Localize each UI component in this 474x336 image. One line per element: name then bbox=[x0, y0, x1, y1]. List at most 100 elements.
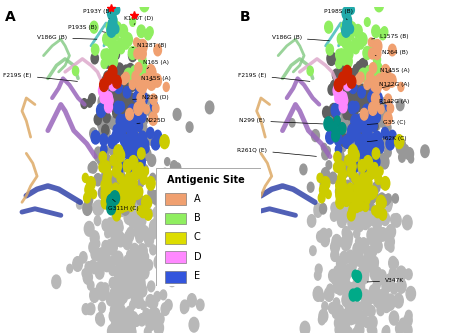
Circle shape bbox=[359, 188, 368, 201]
Circle shape bbox=[358, 87, 365, 98]
Circle shape bbox=[381, 137, 387, 146]
Circle shape bbox=[385, 136, 392, 145]
Circle shape bbox=[346, 231, 352, 241]
Circle shape bbox=[117, 195, 123, 205]
Circle shape bbox=[140, 122, 146, 132]
Circle shape bbox=[116, 295, 124, 308]
Circle shape bbox=[346, 77, 354, 88]
Circle shape bbox=[355, 178, 364, 191]
Circle shape bbox=[375, 41, 381, 49]
Circle shape bbox=[106, 184, 115, 198]
Circle shape bbox=[108, 325, 117, 336]
Circle shape bbox=[372, 148, 380, 159]
Circle shape bbox=[381, 214, 387, 223]
Circle shape bbox=[342, 226, 350, 239]
Circle shape bbox=[128, 199, 135, 208]
Circle shape bbox=[128, 46, 137, 59]
Circle shape bbox=[313, 287, 323, 301]
Circle shape bbox=[356, 207, 363, 217]
Circle shape bbox=[124, 232, 131, 243]
Circle shape bbox=[386, 224, 395, 239]
Circle shape bbox=[133, 263, 141, 275]
Circle shape bbox=[132, 201, 138, 210]
Circle shape bbox=[372, 206, 378, 215]
Circle shape bbox=[120, 190, 129, 204]
Circle shape bbox=[347, 165, 355, 177]
Circle shape bbox=[118, 107, 125, 117]
Circle shape bbox=[348, 102, 354, 111]
Circle shape bbox=[375, 71, 381, 80]
Circle shape bbox=[370, 86, 377, 96]
Circle shape bbox=[340, 67, 346, 76]
Circle shape bbox=[356, 61, 362, 71]
Circle shape bbox=[112, 192, 119, 202]
Circle shape bbox=[122, 319, 128, 328]
Circle shape bbox=[352, 101, 359, 112]
Circle shape bbox=[361, 140, 371, 154]
Circle shape bbox=[142, 195, 151, 209]
Circle shape bbox=[342, 7, 351, 20]
Circle shape bbox=[397, 279, 406, 293]
Circle shape bbox=[378, 228, 387, 241]
Circle shape bbox=[150, 94, 157, 105]
Circle shape bbox=[363, 104, 371, 117]
Circle shape bbox=[118, 43, 125, 54]
Circle shape bbox=[142, 143, 149, 153]
Circle shape bbox=[99, 162, 106, 172]
Circle shape bbox=[133, 71, 141, 83]
Circle shape bbox=[150, 173, 155, 182]
Circle shape bbox=[97, 109, 102, 118]
Circle shape bbox=[116, 261, 125, 276]
Circle shape bbox=[146, 133, 154, 145]
Circle shape bbox=[104, 93, 112, 106]
Circle shape bbox=[120, 133, 128, 144]
Circle shape bbox=[134, 38, 139, 47]
Circle shape bbox=[331, 122, 338, 133]
Circle shape bbox=[340, 313, 350, 328]
Circle shape bbox=[374, 274, 381, 283]
Circle shape bbox=[101, 187, 108, 197]
Circle shape bbox=[109, 288, 118, 300]
Circle shape bbox=[366, 144, 374, 157]
Circle shape bbox=[326, 44, 334, 55]
Circle shape bbox=[151, 191, 160, 204]
Circle shape bbox=[341, 267, 350, 282]
Circle shape bbox=[135, 62, 142, 74]
Circle shape bbox=[145, 327, 151, 336]
Circle shape bbox=[361, 215, 371, 229]
Circle shape bbox=[362, 85, 370, 97]
Circle shape bbox=[359, 136, 368, 149]
Circle shape bbox=[352, 123, 361, 136]
Circle shape bbox=[308, 215, 316, 227]
Circle shape bbox=[122, 268, 129, 279]
Circle shape bbox=[113, 109, 119, 118]
Circle shape bbox=[110, 199, 116, 208]
Circle shape bbox=[111, 7, 117, 16]
Circle shape bbox=[189, 318, 199, 332]
Circle shape bbox=[123, 184, 129, 194]
Circle shape bbox=[355, 290, 361, 298]
Circle shape bbox=[144, 151, 149, 160]
Circle shape bbox=[336, 91, 344, 103]
Circle shape bbox=[134, 223, 140, 232]
Circle shape bbox=[110, 191, 119, 205]
Circle shape bbox=[352, 183, 358, 193]
Circle shape bbox=[131, 198, 138, 208]
Circle shape bbox=[101, 283, 109, 294]
Circle shape bbox=[101, 93, 108, 102]
Circle shape bbox=[142, 116, 147, 125]
Circle shape bbox=[147, 67, 156, 79]
Circle shape bbox=[341, 311, 348, 322]
Circle shape bbox=[114, 165, 120, 175]
Circle shape bbox=[357, 133, 365, 144]
Circle shape bbox=[356, 204, 365, 217]
Circle shape bbox=[119, 260, 126, 270]
Circle shape bbox=[402, 215, 412, 230]
Circle shape bbox=[326, 229, 332, 237]
Circle shape bbox=[342, 211, 348, 221]
Circle shape bbox=[341, 22, 347, 31]
Circle shape bbox=[333, 269, 341, 282]
Circle shape bbox=[346, 282, 353, 292]
Circle shape bbox=[351, 94, 360, 108]
Circle shape bbox=[376, 195, 385, 209]
